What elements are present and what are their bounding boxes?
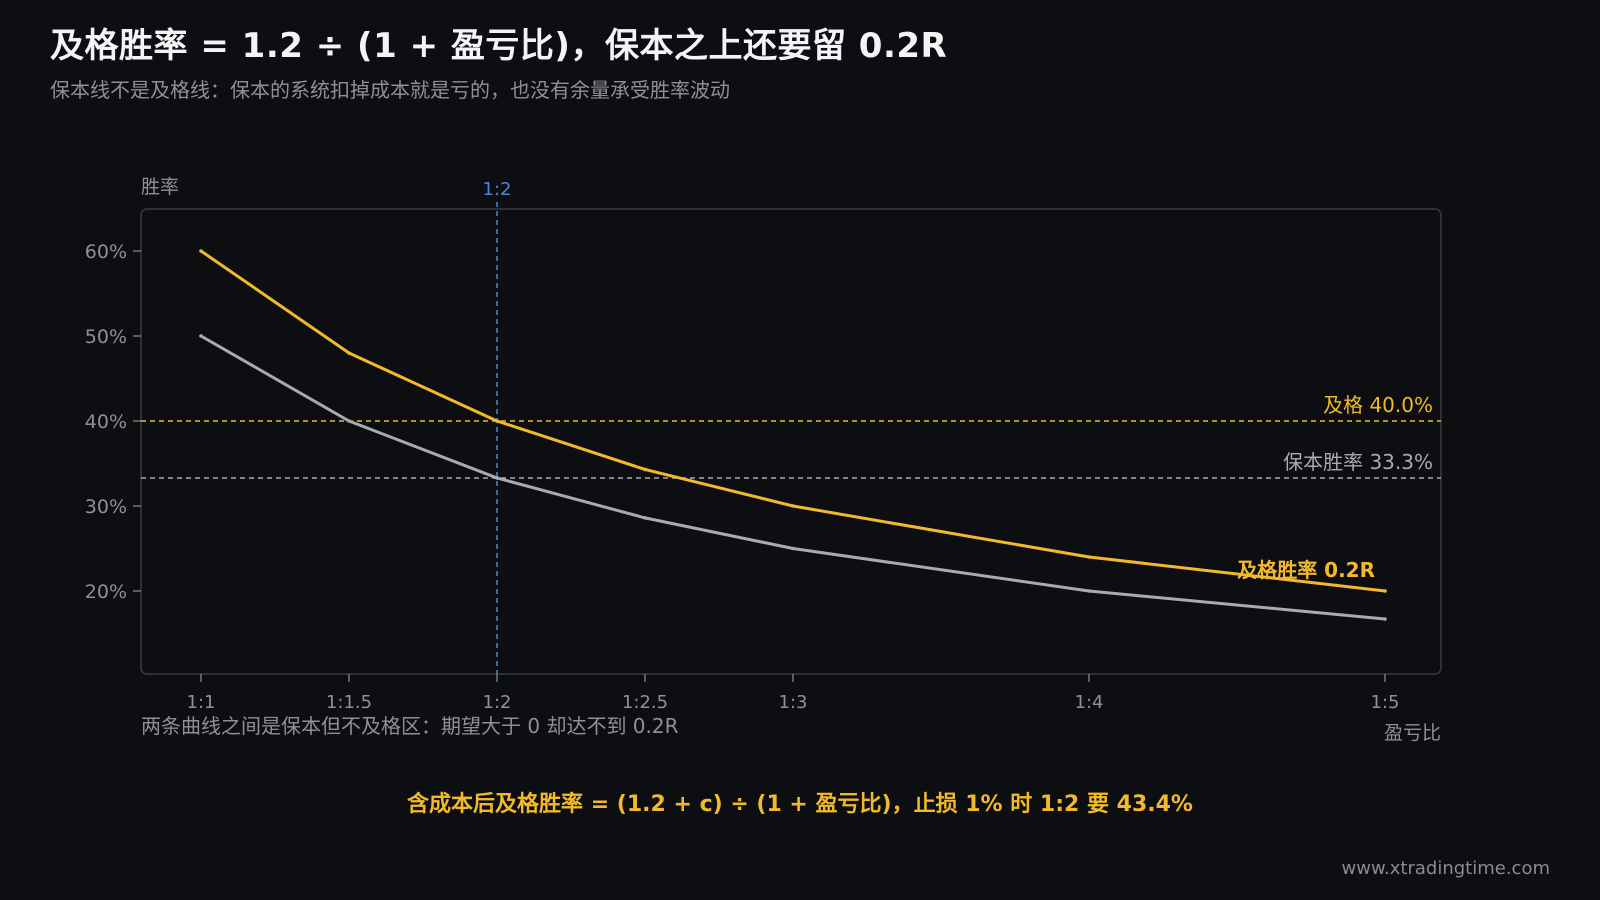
y-tick-label: 60% — [85, 241, 127, 263]
x-tick-label: 1:5 — [1371, 692, 1400, 713]
reference-line-x-label: 1:2 — [483, 179, 512, 200]
data-point — [199, 249, 203, 253]
data-point — [791, 546, 795, 551]
data-point — [791, 504, 795, 508]
x-tick-label: 1:2.5 — [622, 692, 668, 713]
reference-line-label: 保本胜率 33.3% — [1283, 450, 1433, 474]
reference-line-label: 及格 40.0% — [1323, 393, 1433, 417]
y-tick-label: 30% — [85, 496, 127, 518]
page-title: 及格胜率 = 1.2 ÷ (1 + 盈亏比)，保本之上还要留 0.2R — [50, 26, 948, 66]
data-point — [643, 467, 647, 472]
page-subtitle: 保本线不是及格线：保本的系统扣掉成本就是亏的，也没有余量承受胜率波动 — [50, 78, 730, 102]
data-point — [495, 419, 499, 423]
site-watermark: www.xtradingtime.com — [1341, 858, 1550, 879]
y-tick-label: 40% — [85, 411, 127, 433]
data-point — [495, 476, 499, 480]
x-tick-label: 1:1.5 — [326, 692, 372, 713]
y-tick-label: 50% — [85, 326, 127, 348]
y-tick-label: 20% — [85, 581, 127, 603]
data-point — [1383, 589, 1387, 593]
data-point — [347, 419, 351, 423]
x-axis-label: 盈亏比 — [1384, 722, 1441, 744]
y-axis-label: 胜率 — [141, 176, 179, 198]
data-point — [347, 351, 351, 355]
data-point — [1087, 555, 1091, 559]
x-tick-label: 1:1 — [187, 692, 216, 713]
plot-frame — [140, 208, 1442, 675]
x-tick-label: 1:2 — [483, 692, 512, 713]
series-label: 及格胜率 0.2R — [1237, 558, 1375, 582]
x-tick-label: 1:4 — [1075, 692, 1104, 713]
data-point — [643, 516, 647, 520]
chart-annotation: 两条曲线之间是保本但不及格区：期望大于 0 却达不到 0.2R — [141, 714, 679, 738]
data-point — [1383, 617, 1387, 621]
data-point — [1087, 589, 1091, 593]
cost-formula-note: 含成本后及格胜率 = (1.2 + c) ÷ (1 + 盈亏比)，止损 1% 时… — [407, 792, 1193, 817]
data-point — [199, 334, 203, 338]
x-tick-label: 1:3 — [779, 692, 808, 713]
